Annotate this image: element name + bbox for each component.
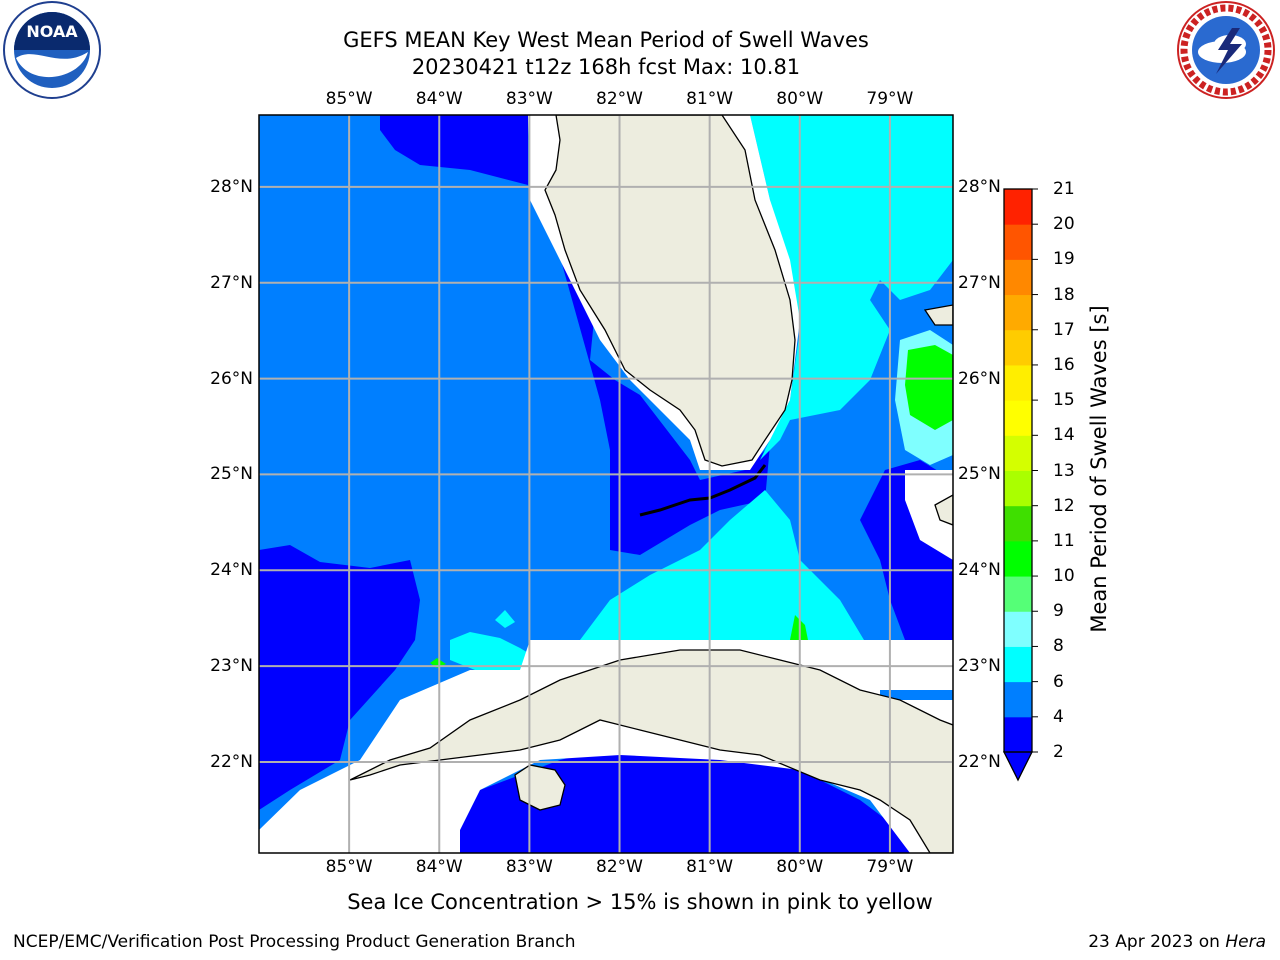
- land-isla-juventud: [514, 764, 566, 811]
- colorbar-segment: [1004, 400, 1032, 436]
- colorbar-segment: [1004, 364, 1032, 401]
- colorbar-tick-label: 14: [1053, 425, 1075, 446]
- axis-label: 80°W: [776, 857, 824, 877]
- axis-label: 83°W: [505, 857, 553, 877]
- axis-label: 83°W: [505, 89, 553, 109]
- axis-label: 85°W: [325, 857, 373, 877]
- field-2-4s-south: [460, 740, 910, 853]
- axis-label: 23°N: [210, 656, 253, 677]
- colorbar-tick-label: 18: [1053, 284, 1075, 305]
- colorbar-tick-label: 16: [1053, 354, 1075, 375]
- no-data-bahamas: [905, 470, 953, 560]
- colorbar-segment: [1004, 259, 1032, 296]
- axis-label: 79°W: [866, 857, 914, 877]
- axis-label: 80°W: [776, 89, 824, 109]
- colorbar-label: Mean Period of Swell Waves [s]: [1087, 305, 1111, 633]
- colorbar-tick-label: 10: [1053, 566, 1075, 587]
- field-6-8s-patch: [495, 610, 515, 628]
- land-cuba: [349, 649, 953, 853]
- field-2-4s-west: [259, 545, 420, 810]
- nws-logo: [1177, 1, 1275, 99]
- footer-machine: Hera: [1225, 932, 1266, 952]
- axis-label: 23°N: [958, 656, 1001, 677]
- colorbar-segment: [1004, 646, 1032, 683]
- land-bahamas: [934, 494, 953, 526]
- map-layers: [259, 115, 953, 853]
- axis-label: 25°N: [210, 464, 253, 485]
- axis-label: 84°W: [415, 857, 463, 877]
- colorbar-extend-arrow: [1002, 751, 1034, 782]
- colorbar-tick-label: 2: [1053, 742, 1064, 762]
- axis-label: 26°N: [210, 368, 253, 389]
- axis-label: 24°N: [210, 560, 253, 581]
- colorbar-tick-label: 13: [1053, 460, 1075, 481]
- colorbar-tick-label: 15: [1053, 390, 1075, 411]
- axis-label: 27°N: [958, 272, 1001, 293]
- field-9-11s-bahamas: [905, 345, 953, 430]
- axis-label: 79°W: [866, 89, 914, 109]
- noaa-logo-text: NOAA: [26, 22, 78, 41]
- map-frame: [258, 114, 954, 854]
- colorbar-tick-label: 6: [1053, 671, 1064, 692]
- colorbar-tick-label: 19: [1053, 249, 1075, 270]
- colorbar-tick-label: 4: [1053, 706, 1064, 727]
- colorbar-tick-label: 8: [1053, 636, 1064, 657]
- chart-title: GEFS MEAN Key West Mean Period of Swell …: [343, 28, 869, 52]
- colorbar-segment: [1004, 716, 1032, 753]
- colorbar-segment: [1004, 576, 1032, 612]
- axis-label: 85°W: [325, 89, 373, 109]
- axis-label: 24°N: [958, 560, 1001, 581]
- colorbar-tick-label: 20: [1053, 214, 1075, 235]
- colorbar-segment: [1004, 294, 1032, 331]
- colorbar-segment: [1004, 329, 1032, 366]
- footer-left: NCEP/EMC/Verification Post Processing Pr…: [13, 932, 576, 952]
- axis-label: 27°N: [210, 272, 253, 293]
- colorbar-segment: [1004, 505, 1032, 542]
- noaa-logo: NOAA: [3, 1, 101, 99]
- axis-label: 28°N: [210, 176, 253, 197]
- axis-label: 82°W: [596, 89, 643, 109]
- axis-label: 25°N: [958, 464, 1001, 485]
- footer-date: 23 Apr 2023 on: [1088, 932, 1226, 952]
- colorbar-segment: [1004, 224, 1032, 260]
- land-grand-bahama: [923, 304, 953, 326]
- colorbar-segment: [1004, 435, 1032, 471]
- footer-right: 23 Apr 2023 on Hera: [1088, 932, 1266, 952]
- colorbar-tick-label: 11: [1053, 530, 1075, 551]
- axis-label: 22°N: [958, 751, 1001, 772]
- colorbar-tick-label: 12: [1053, 495, 1075, 516]
- axis-label: 22°N: [210, 751, 253, 772]
- axis-label: 84°W: [415, 89, 463, 109]
- field-2-4s-north: [380, 115, 528, 185]
- colorbar-segment: [1004, 470, 1032, 507]
- colorbar-tick-label: 9: [1053, 601, 1064, 622]
- axis-label: 81°W: [686, 857, 734, 877]
- colorbar-segment: [1004, 681, 1032, 718]
- field-6-8s-gulf: [450, 632, 540, 675]
- chart-subtitle: 20230421 t12z 168h fcst Max: 10.81: [411, 55, 801, 79]
- sea-ice-note: Sea Ice Concentration > 15% is shown in …: [347, 890, 933, 914]
- colorbar-segment: [1004, 611, 1032, 647]
- axis-label: 82°W: [596, 857, 643, 877]
- axis-label: 28°N: [958, 176, 1001, 197]
- axis-label: 26°N: [958, 368, 1001, 389]
- colorbar-tick-label: 17: [1053, 319, 1075, 340]
- colorbar-segment: [1004, 189, 1032, 225]
- colorbar-segment: [1004, 540, 1032, 577]
- axis-label: 81°W: [686, 89, 734, 109]
- colorbar-tick-label: 21: [1053, 179, 1075, 199]
